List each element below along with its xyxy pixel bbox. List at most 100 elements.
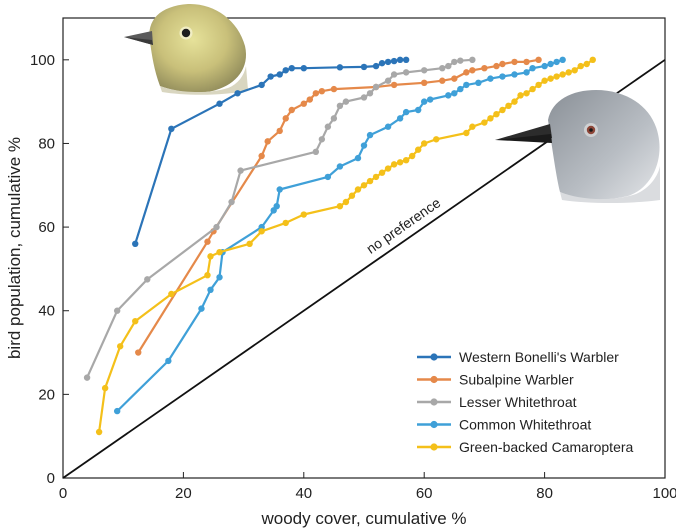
data-point xyxy=(421,98,428,105)
series-3 xyxy=(83,56,476,381)
data-point xyxy=(204,238,211,245)
legend-swatch-marker xyxy=(430,353,438,361)
data-point xyxy=(463,129,470,137)
data-point xyxy=(547,60,554,68)
data-point xyxy=(198,305,205,312)
data-point xyxy=(390,57,398,65)
legend-item: Lesser Whitethroat xyxy=(417,394,577,410)
data-point xyxy=(273,202,280,210)
data-point xyxy=(258,81,265,89)
data-point xyxy=(113,407,121,415)
data-point xyxy=(342,98,350,105)
data-point xyxy=(132,317,139,325)
data-point xyxy=(499,60,506,68)
data-point xyxy=(348,192,356,199)
data-point xyxy=(324,173,332,181)
data-point xyxy=(258,228,265,235)
data-point xyxy=(354,186,362,193)
data-point xyxy=(207,253,214,260)
data-point xyxy=(541,62,548,70)
data-point xyxy=(360,94,368,101)
data-point xyxy=(402,56,410,64)
data-point xyxy=(300,100,307,107)
data-point xyxy=(234,90,241,97)
data-point xyxy=(168,290,175,298)
data-point xyxy=(523,90,530,97)
data-point xyxy=(132,240,139,248)
y-tick-label: 80 xyxy=(38,135,55,152)
data-point xyxy=(288,106,295,114)
data-point xyxy=(396,159,404,166)
data-point xyxy=(505,102,512,110)
data-point xyxy=(402,69,410,76)
data-point xyxy=(318,87,326,95)
data-point xyxy=(282,67,289,74)
data-point xyxy=(306,96,314,103)
data-point xyxy=(300,211,307,218)
data-point xyxy=(204,271,211,279)
data-point xyxy=(330,85,338,93)
data-point xyxy=(523,69,530,76)
y-tick-label: 0 xyxy=(47,470,55,487)
data-point xyxy=(414,106,422,114)
data-point xyxy=(282,219,289,227)
data-point xyxy=(541,77,548,84)
legend-label: Lesser Whitethroat xyxy=(459,394,577,410)
legend-label: Western Bonelli's Warbler xyxy=(459,349,619,365)
x-tick-label: 20 xyxy=(175,485,192,502)
data-point xyxy=(517,92,524,99)
data-point xyxy=(300,64,307,72)
x-tick-label: 60 xyxy=(416,485,433,502)
data-point xyxy=(402,156,410,164)
data-point xyxy=(342,198,350,206)
data-point xyxy=(258,152,265,160)
data-point xyxy=(445,62,452,70)
data-point xyxy=(267,73,274,80)
data-point xyxy=(384,58,392,66)
y-axis-label: bird population, cumulative % xyxy=(5,137,24,359)
x-tick-label: 40 xyxy=(295,485,312,502)
legend-swatch-marker xyxy=(430,398,438,406)
data-point xyxy=(553,73,560,80)
legend-item: Common Whitethroat xyxy=(417,417,591,433)
data-point xyxy=(372,62,380,70)
y-tick-label: 20 xyxy=(38,386,55,403)
axes: 0 20 40 60 80 100 0 20 40 60 80 100 woody cover, cum… xyxy=(5,17,676,528)
data-point xyxy=(487,115,494,122)
data-point xyxy=(469,123,476,130)
data-point xyxy=(583,60,590,68)
data-point xyxy=(511,58,518,66)
data-point xyxy=(360,142,368,149)
series-1 xyxy=(132,56,410,248)
data-point xyxy=(523,58,530,66)
series-5 xyxy=(95,56,596,436)
data-point xyxy=(547,75,554,82)
data-point xyxy=(571,67,578,74)
plot-frame xyxy=(62,17,666,479)
data-point xyxy=(559,71,566,78)
data-point xyxy=(493,62,500,70)
data-point xyxy=(421,79,428,87)
legend-item: Green-backed Camaroptera xyxy=(417,439,634,455)
data-point xyxy=(451,90,458,97)
data-point xyxy=(535,56,542,64)
data-point xyxy=(529,85,536,93)
data-point xyxy=(312,148,320,156)
data-point xyxy=(463,69,470,76)
data-point xyxy=(414,146,422,153)
data-point xyxy=(372,173,380,181)
data-point xyxy=(469,67,476,74)
data-point xyxy=(390,71,398,78)
data-point xyxy=(312,90,320,97)
data-point xyxy=(378,169,386,176)
data-point xyxy=(336,64,344,71)
data-point xyxy=(264,138,271,145)
data-point xyxy=(511,98,518,105)
data-point xyxy=(366,131,374,139)
data-point xyxy=(366,90,374,97)
data-point xyxy=(433,136,440,143)
data-point xyxy=(246,240,253,248)
bird-head-illustration-camaroptera xyxy=(495,90,660,203)
data-point xyxy=(469,56,476,64)
x-tick-label: 80 xyxy=(536,485,553,502)
